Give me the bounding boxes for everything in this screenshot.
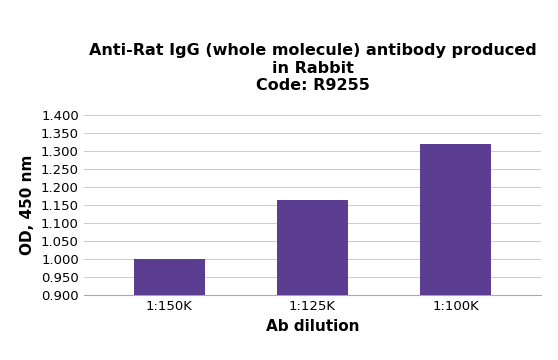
Y-axis label: OD, 450 nm: OD, 450 nm (20, 155, 35, 255)
Bar (420, 144, 491, 295)
Bar (277, 200, 348, 295)
Bar (134, 259, 205, 295)
Text: Anti-Rat IgG (whole molecule) antibody produced
in Rabbit
Code: R9255: Anti-Rat IgG (whole molecule) antibody p… (89, 43, 536, 93)
X-axis label: Ab dilution: Ab dilution (266, 319, 359, 334)
